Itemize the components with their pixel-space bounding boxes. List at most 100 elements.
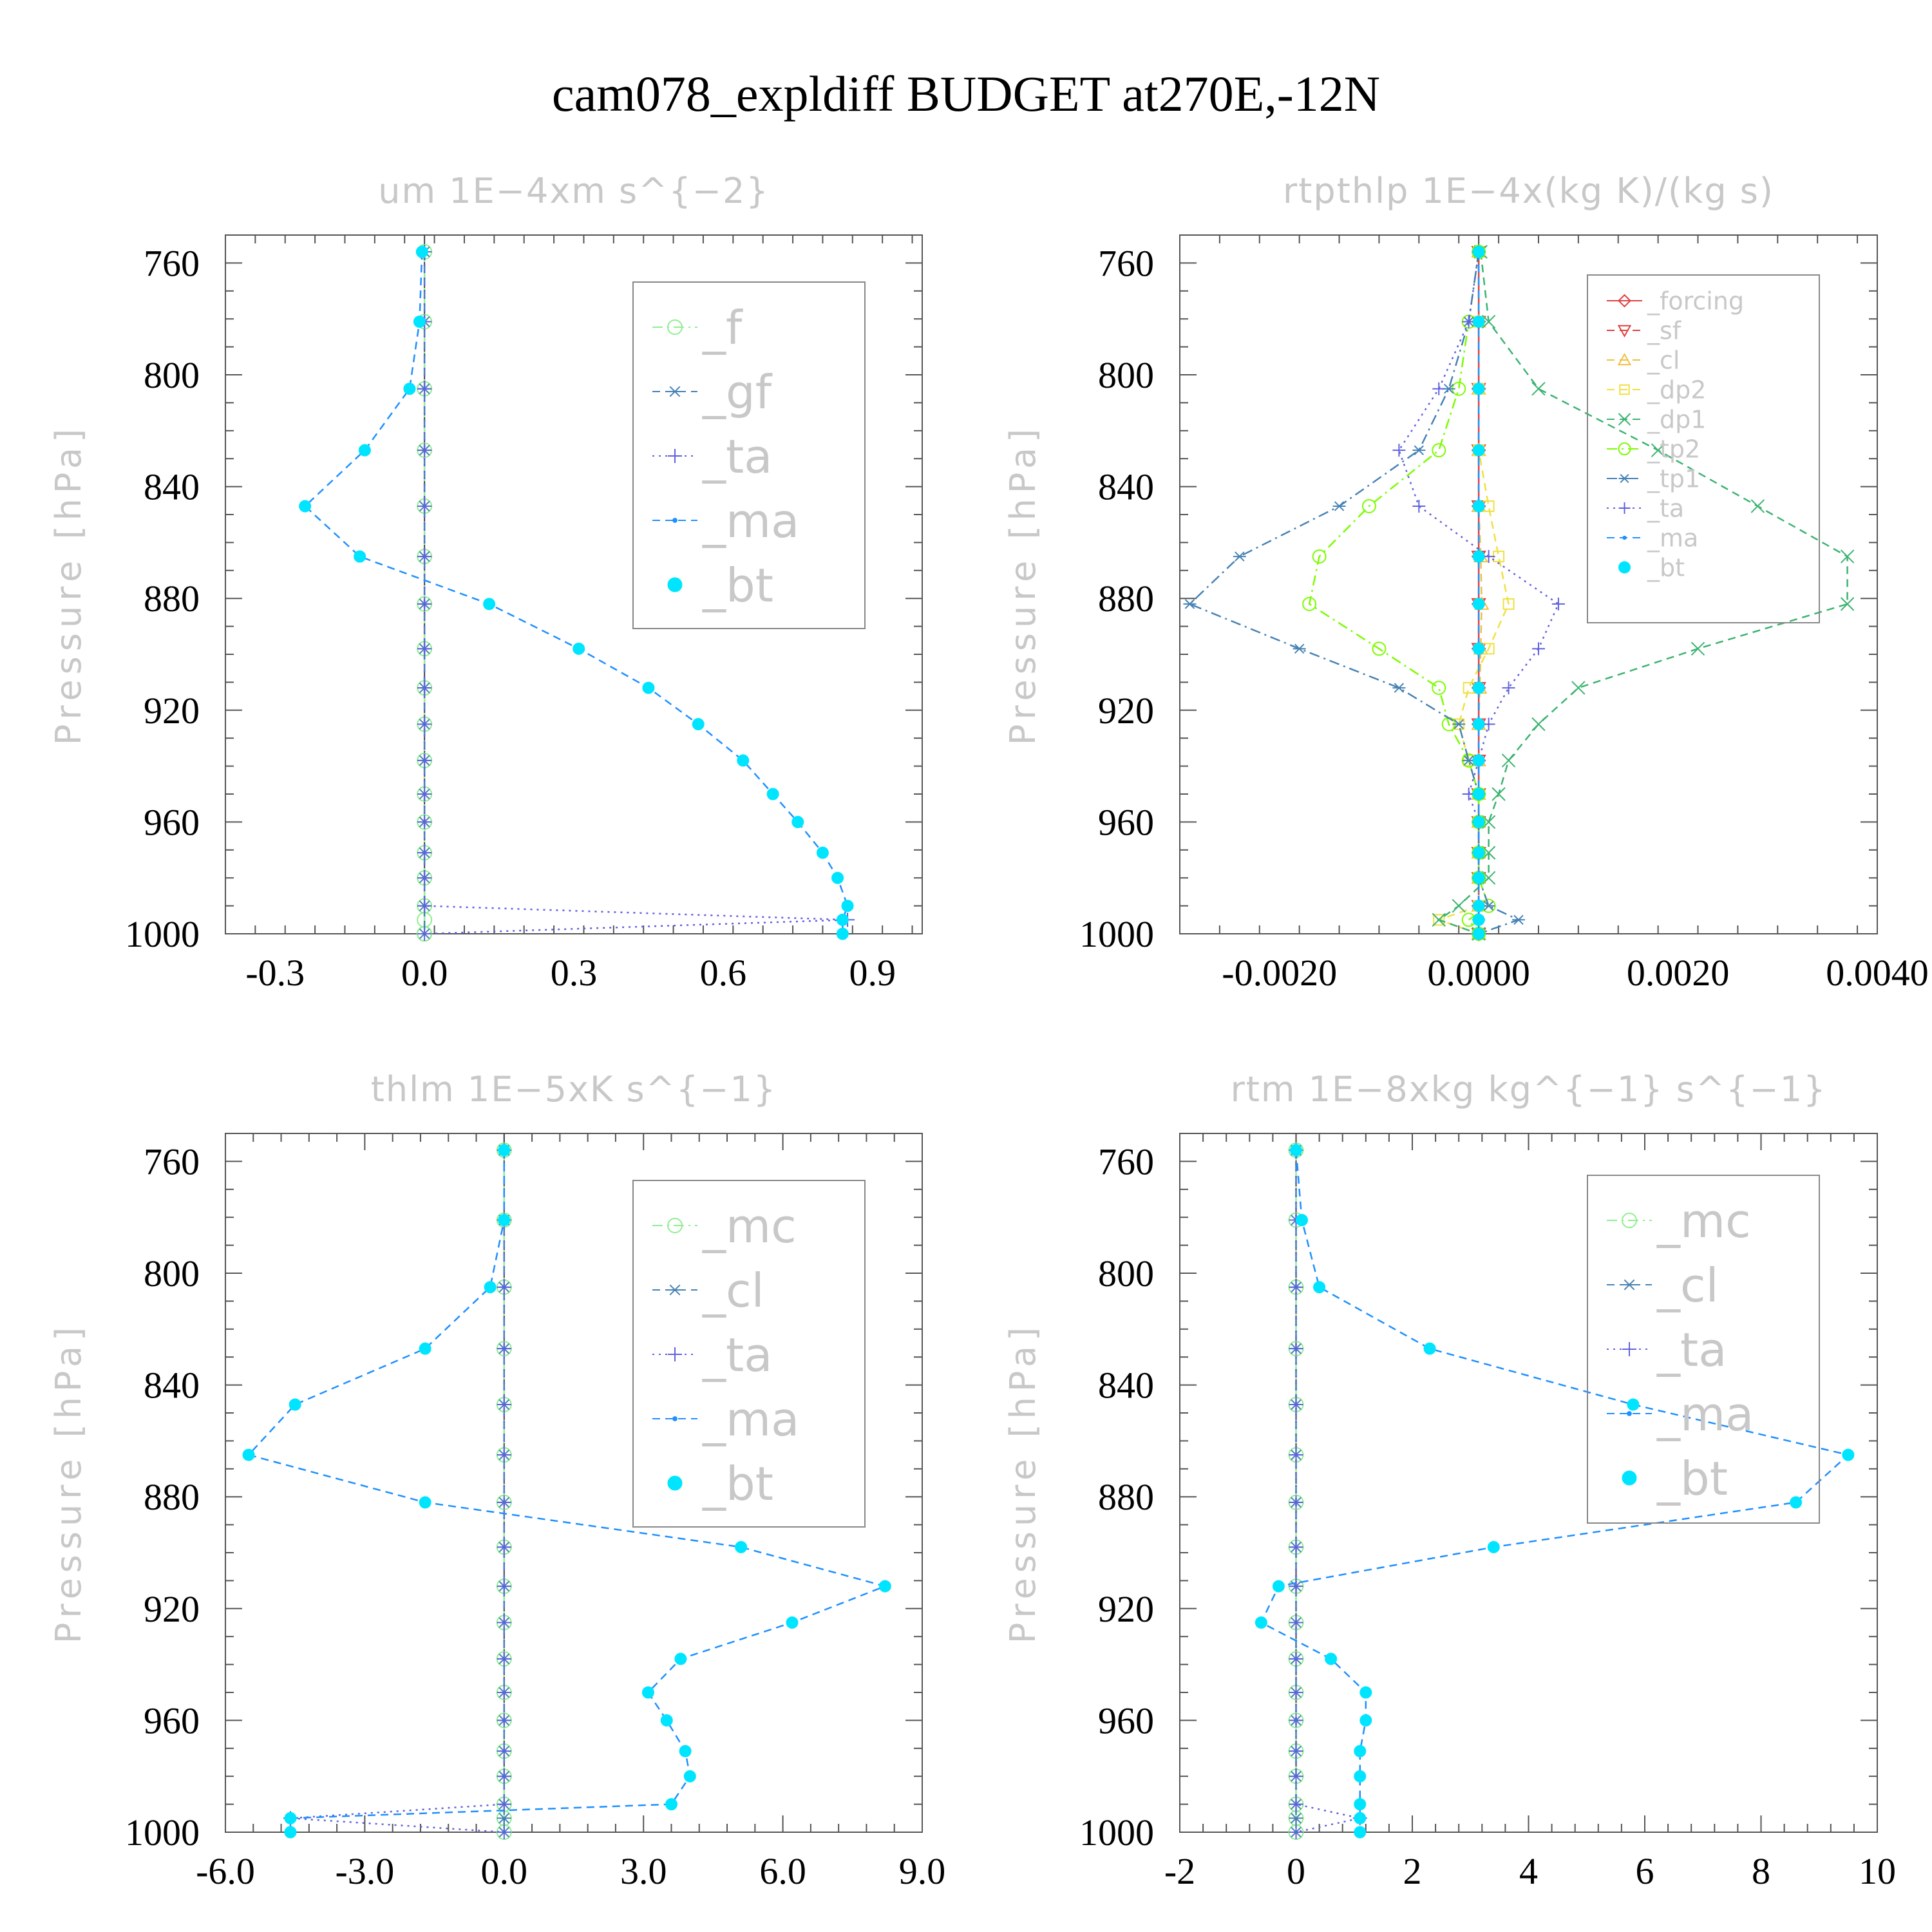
data-point-ta — [1392, 444, 1406, 457]
data-point-ta — [497, 1769, 511, 1784]
data-point-bt — [679, 1745, 692, 1757]
data-point-ta — [417, 381, 432, 396]
data-point-bt — [836, 927, 849, 940]
data-point-ta — [497, 1397, 511, 1412]
legend-label-cl: _cl — [1656, 1258, 1719, 1312]
data-point-bt — [289, 1398, 301, 1411]
data-point-cl — [1289, 1812, 1303, 1824]
y-tick-label: 920 — [1098, 690, 1154, 732]
data-point-ta — [1289, 1397, 1303, 1412]
data-point-bt — [1472, 788, 1485, 800]
legend-label-sf: _sf — [1647, 317, 1682, 345]
data-point-ta — [417, 753, 432, 768]
data-point-ta — [497, 1744, 511, 1759]
y-tick-label: 880 — [1098, 1476, 1154, 1518]
series-line-dp2 — [1436, 252, 1510, 935]
data-point-ta — [497, 1341, 511, 1356]
data-point-bt — [1472, 550, 1485, 563]
data-point-tp1 — [1183, 599, 1197, 609]
data-point-bt — [683, 1770, 696, 1783]
legend-marker-forcing — [1618, 294, 1631, 308]
y-tick-label: 800 — [144, 354, 200, 396]
data-point-ta — [1289, 1713, 1303, 1728]
data-point-dp2 — [1433, 914, 1445, 926]
series-line-ma — [247, 1150, 888, 1832]
x-tick-label: 0.0020 — [1627, 952, 1730, 994]
legend-label-ta: _ta — [702, 430, 772, 484]
data-point-ta — [1289, 1685, 1303, 1700]
data-point-tp1 — [1512, 914, 1526, 925]
y-tick-label: 760 — [144, 1141, 200, 1182]
data-point-ta — [417, 927, 432, 941]
legend-marker-ma — [672, 1416, 677, 1421]
data-point-dp1 — [1750, 499, 1765, 513]
legend-marker-ta — [1618, 502, 1631, 514]
data-point-ta — [417, 846, 432, 860]
data-point-ta — [1289, 1615, 1303, 1630]
x-tick-label: -0.0020 — [1222, 952, 1337, 994]
data-point-ta — [497, 1685, 511, 1700]
x-tick-label: 6.0 — [759, 1850, 806, 1892]
data-point-bt — [1472, 927, 1485, 940]
y-axis-label: Pressure [hPa] — [48, 424, 89, 745]
legend-label-dp2: _dp2 — [1647, 376, 1706, 404]
legend-marker-tp1 — [1618, 473, 1631, 484]
legend-marker-gf — [668, 386, 682, 397]
data-point-bt — [1842, 1448, 1855, 1461]
legend-marker-bt — [1622, 1470, 1637, 1486]
y-tick-label: 760 — [1098, 1141, 1154, 1182]
y-tick-label: 760 — [1098, 242, 1154, 284]
data-point-bt — [878, 1580, 891, 1593]
legend-label-bt: _bt — [702, 1457, 773, 1511]
panel-4: rtm 1E−8xkg kg^{−1} s^{−1} Pressure [hPa]… — [1003, 1069, 1896, 1892]
data-point-ta — [417, 717, 432, 732]
data-point-bt — [299, 500, 312, 513]
data-point-bt — [735, 1540, 748, 1553]
data-point-bt — [242, 1448, 255, 1461]
legend-marker-ta — [1622, 1342, 1636, 1356]
data-point-bt — [1472, 718, 1485, 730]
legend-marker-bt — [667, 1475, 683, 1491]
data-point-bt — [1354, 1812, 1367, 1824]
data-point-bt — [1272, 1580, 1285, 1593]
plot-frame — [225, 1133, 923, 1833]
series-group — [1183, 243, 1855, 942]
legend-label-tp1: _tp1 — [1647, 465, 1700, 493]
legend-label-ta: _ta — [702, 1328, 772, 1382]
data-point-ta — [417, 443, 432, 458]
data-point-dp1 — [1840, 549, 1855, 564]
plot-frame — [1179, 1133, 1878, 1833]
data-point-ta — [497, 1448, 511, 1463]
data-point-ta — [417, 815, 432, 829]
legend-marker-cl — [668, 1284, 682, 1296]
data-point-tp2 — [1361, 498, 1376, 513]
legend-marker-mc — [667, 1218, 683, 1233]
series-group — [1255, 1142, 1855, 1840]
legend-label-ta: _ta — [1656, 1323, 1727, 1377]
data-point-dp1 — [1481, 815, 1496, 829]
data-point-dp1 — [1571, 681, 1586, 695]
data-point-bt — [1627, 1398, 1640, 1411]
data-point-ta — [1551, 597, 1565, 611]
legend-label-ma: _ma — [1656, 1387, 1754, 1441]
data-point-bt — [358, 444, 371, 457]
data-point-tp1 — [1412, 445, 1426, 455]
legend-marker-dp2 — [1619, 384, 1630, 395]
y-tick-label: 960 — [144, 1700, 200, 1741]
data-point-dp1 — [1840, 597, 1855, 611]
data-point-bt — [1472, 846, 1485, 859]
data-point-ta — [417, 498, 432, 513]
data-point-bt — [573, 642, 585, 655]
data-point-cl — [497, 1812, 511, 1824]
data-point-bt — [284, 1812, 297, 1824]
data-point-dp2 — [1502, 598, 1515, 610]
plot-frame — [1179, 234, 1878, 934]
data-point-bt — [1325, 1653, 1338, 1665]
data-point-bt — [419, 1496, 431, 1509]
legend-label-bt: _bt — [702, 558, 773, 612]
data-point-bt — [498, 1144, 511, 1157]
data-point-bt — [1472, 815, 1485, 828]
data-point-bt — [816, 846, 829, 859]
x-tick-label: 9.0 — [899, 1850, 946, 1892]
panels: um 1E−4xm s^{−2}Pressure [hPa]7608008408… — [48, 171, 1929, 1892]
